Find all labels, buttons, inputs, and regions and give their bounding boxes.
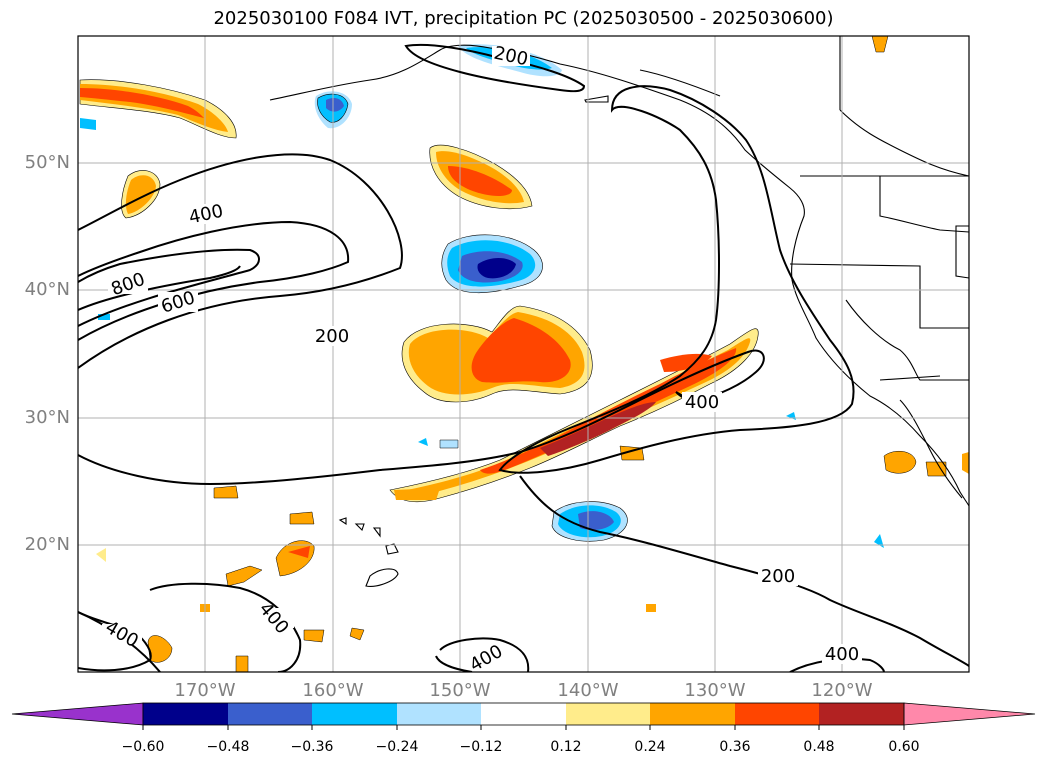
lat-label: 20°N <box>24 534 70 555</box>
colorbar-tick-label: 0.36 <box>719 739 751 755</box>
colorbar-swatch <box>312 703 397 725</box>
colorbar-swatch <box>566 703 650 725</box>
colorbar-swatch <box>481 703 566 725</box>
precip-shading <box>79 36 969 672</box>
lon-label: 160°W <box>302 680 364 701</box>
lat-label: 30°N <box>24 407 70 428</box>
colorbar-extend-max <box>903 702 1036 726</box>
colorbar <box>11 702 1036 730</box>
colorbar-swatch <box>735 703 819 725</box>
colorbar-tick-label: 0.60 <box>888 739 920 755</box>
contour-label-boxes <box>102 46 862 668</box>
colorbar-tick-label: 0.48 <box>803 739 835 755</box>
map-frame <box>77 35 970 673</box>
graticule <box>78 36 969 672</box>
map-title: 2025030100 F084 IVT, precipitation PC (2… <box>213 8 834 29</box>
colorbar-tick-label: −0.24 <box>375 739 419 755</box>
lat-label: 40°N <box>24 279 70 300</box>
contour-label: 400 <box>825 644 859 665</box>
colorbar-tick-label: −0.36 <box>290 739 334 755</box>
colorbar-swatch <box>650 703 735 725</box>
colorbar-tick-label: 0.12 <box>550 739 582 755</box>
colorbar-swatch <box>228 703 312 725</box>
colorbar-extend-min <box>11 702 144 726</box>
lon-label: 120°W <box>811 680 873 701</box>
lon-label: 170°W <box>174 680 236 701</box>
coastlines <box>269 36 969 587</box>
contour-label: 200 <box>761 566 795 587</box>
colorbar-swatch <box>143 703 228 725</box>
colorbar-swatch <box>397 703 481 725</box>
contour-label: 400 <box>685 392 719 413</box>
map-canvas: 200 400 800 600 200 400 200 400 400 400 … <box>78 36 969 672</box>
colorbar-tick-label: 0.24 <box>634 739 666 755</box>
colorbar-tick-label: −0.12 <box>459 739 503 755</box>
lon-label: 140°W <box>557 680 619 701</box>
lon-label: 130°W <box>684 680 746 701</box>
lat-label: 50°N <box>24 152 70 173</box>
lon-label: 150°W <box>429 680 491 701</box>
colorbar-swatch <box>819 703 904 725</box>
contour-label: 200 <box>315 326 349 347</box>
colorbar-tick-label: −0.60 <box>121 739 165 755</box>
colorbar-tick-label: −0.48 <box>206 739 250 755</box>
